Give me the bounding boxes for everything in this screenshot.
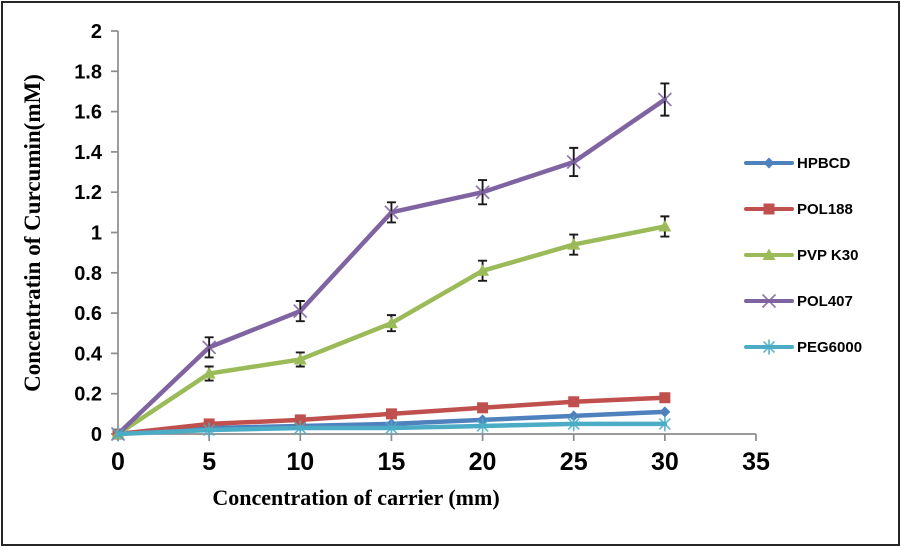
y-tick-label: 1.4 [74, 142, 103, 164]
marker-x [202, 340, 217, 355]
marker-asterisk [476, 418, 489, 434]
y-tick-label: 1.6 [74, 102, 102, 124]
marker-square [294, 414, 306, 426]
marker-asterisk [658, 416, 671, 432]
y-axis-title: Concentratin of Curcumin(mM) [20, 74, 45, 392]
y-tick-label: 0.6 [74, 303, 102, 325]
marker-x [566, 154, 581, 170]
marker-x [384, 205, 399, 220]
series-line [115, 97, 668, 437]
x-tick-label: 15 [378, 448, 406, 476]
legend-label: POL188 [797, 200, 853, 218]
legend-swatch [744, 157, 794, 169]
y-tick-label: 0.8 [74, 263, 102, 285]
marker-triangle [762, 248, 776, 260]
marker-asterisk [385, 420, 398, 436]
legend-item-hpbcd: HPBCD [744, 140, 862, 186]
marker-square [568, 396, 580, 408]
axes [111, 30, 757, 441]
y-tick-label: 0 [91, 424, 102, 446]
series-pvp-k30 [111, 215, 672, 439]
x-tick-label: 35 [742, 448, 770, 476]
marker-diamond [659, 406, 671, 418]
marker-square [477, 402, 489, 414]
marker-asterisk [203, 422, 216, 438]
marker-triangle [658, 219, 672, 232]
legend-item-peg6000: PEG6000 [744, 324, 862, 370]
x-tick-label: 20 [469, 448, 497, 476]
marker-x [657, 92, 672, 107]
legend-label: HPBCD [797, 154, 851, 172]
legend-swatch [744, 203, 794, 215]
marker-square [385, 408, 397, 420]
legend-label: POL407 [797, 292, 853, 310]
x-tick-label: 5 [202, 448, 216, 476]
y-tick-label: 1.2 [74, 182, 102, 204]
marker-x [293, 303, 308, 319]
series-lines [110, 82, 672, 442]
marker-square [659, 392, 671, 404]
legend-swatch [744, 293, 794, 309]
x-tick-label: 25 [560, 448, 588, 476]
y-tick-label: 1.8 [74, 61, 102, 83]
x-tick-label: 0 [111, 448, 125, 476]
x-tick-label: 10 [286, 448, 314, 476]
legend-label: PEG6000 [797, 338, 863, 356]
marker-x [761, 293, 777, 309]
legend-label: PVP K30 [797, 246, 859, 264]
marker-triangle [202, 367, 216, 379]
legend-swatch [744, 339, 794, 355]
chart-legend: HPBCD POL188 PVP K30 POL407 PEG6000 [744, 140, 862, 370]
marker-diamond [568, 410, 580, 422]
x-axis-title: Concentration of carrier (mm) [212, 485, 499, 510]
marker-triangle [567, 238, 581, 250]
marker-asterisk [567, 416, 580, 432]
marker-diamond [763, 157, 775, 169]
y-tick-label: 0.2 [74, 384, 102, 406]
y-tick-label: 0.4 [74, 343, 103, 365]
tick-labels: 00.20.40.60.811.21.41.61.820 5 10 15 20 25 30 3… [74, 21, 770, 476]
marker-asterisk [294, 420, 307, 436]
x-tick-label: 30 [651, 448, 679, 476]
marker-x [475, 185, 490, 200]
legend-swatch [744, 248, 794, 260]
series-peg6000 [111, 416, 671, 442]
legend-item-pol407: POL407 [744, 278, 862, 324]
series-pol407 [110, 82, 672, 442]
marker-asterisk [762, 339, 776, 355]
legend-item-pvp-k30: PVP K30 [744, 232, 862, 278]
marker-triangle [384, 316, 398, 329]
marker-square [763, 203, 775, 215]
y-tick-label: 1 [91, 223, 102, 245]
marker-triangle [476, 264, 490, 276]
marker-triangle [293, 352, 307, 365]
y-tick-label: 2 [91, 21, 102, 43]
legend-item-pol188: POL188 [744, 186, 862, 232]
marker-asterisk [111, 426, 125, 442]
